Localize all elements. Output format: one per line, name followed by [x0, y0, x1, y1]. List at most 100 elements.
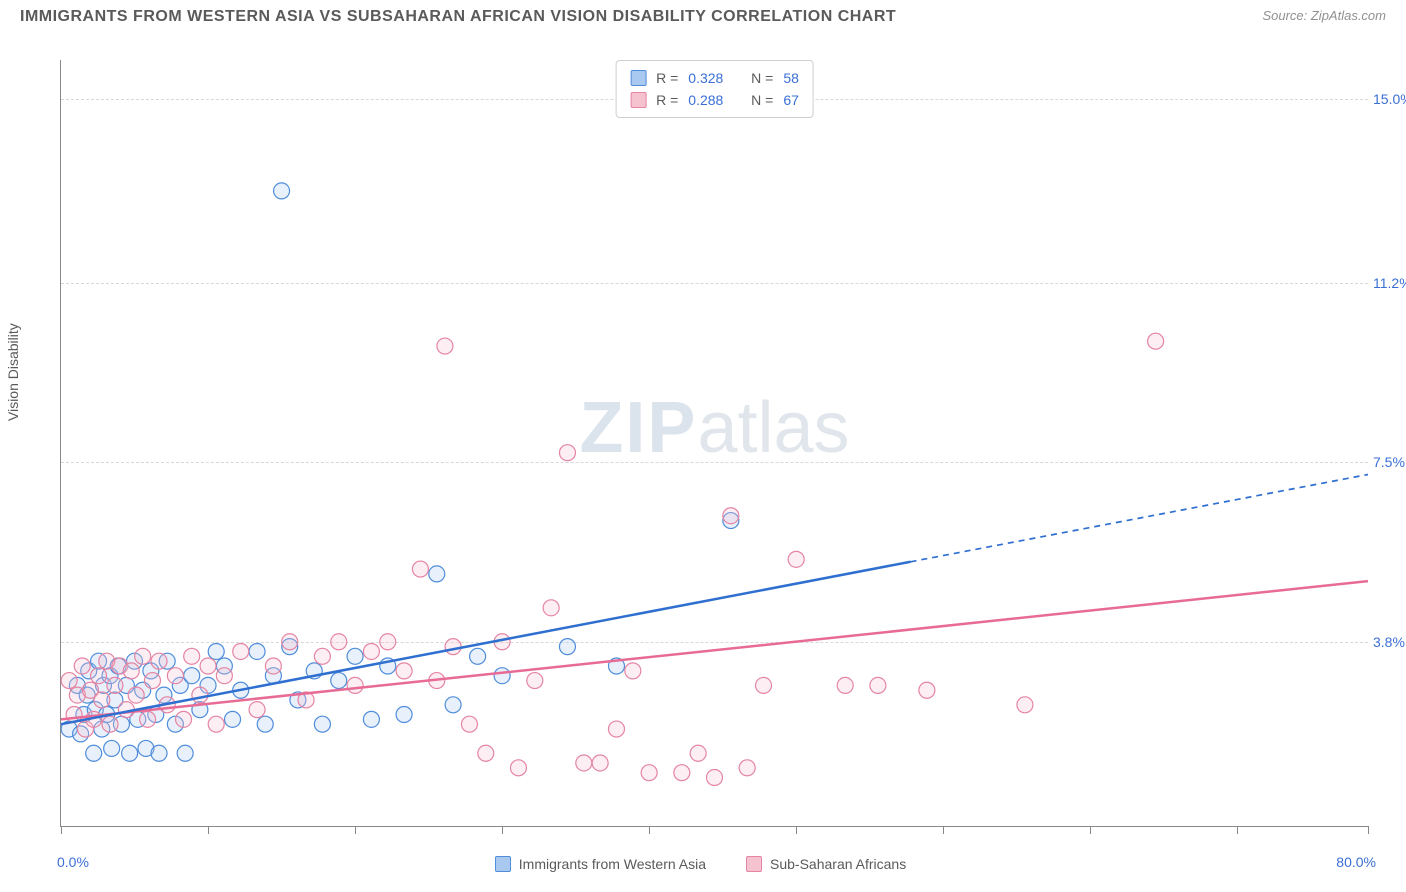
scatter-point-western_asia — [177, 745, 193, 761]
scatter-point-subsaharan — [184, 648, 200, 664]
legend-label-western-asia: Immigrants from Western Asia — [519, 856, 706, 872]
scatter-point-subsaharan — [107, 677, 123, 693]
legend-swatch-western-asia — [630, 70, 646, 86]
source-prefix: Source: — [1262, 8, 1310, 23]
trend-line-dashed-western_asia — [911, 475, 1368, 562]
n-label-1: N = — [751, 67, 773, 89]
scatter-point-subsaharan — [437, 338, 453, 354]
scatter-point-subsaharan — [363, 643, 379, 659]
scatter-point-subsaharan — [123, 663, 139, 679]
scatter-point-subsaharan — [347, 677, 363, 693]
scatter-point-subsaharan — [396, 663, 412, 679]
scatter-point-subsaharan — [576, 755, 592, 771]
source-link[interactable]: ZipAtlas.com — [1311, 8, 1386, 23]
x-tick — [502, 826, 503, 834]
scatter-point-subsaharan — [331, 634, 347, 650]
scatter-point-western_asia — [314, 716, 330, 732]
scatter-point-subsaharan — [690, 745, 706, 761]
scatter-point-subsaharan — [707, 770, 723, 786]
scatter-point-subsaharan — [74, 658, 90, 674]
plot-area: ZIPatlas R = 0.328 N = 58 R = 0.288 N = … — [60, 60, 1368, 827]
source-attribution: Source: ZipAtlas.com — [1262, 8, 1386, 23]
x-tick — [61, 826, 62, 834]
scatter-point-subsaharan — [380, 634, 396, 650]
scatter-point-western_asia — [347, 648, 363, 664]
scatter-point-subsaharan — [167, 668, 183, 684]
scatter-point-subsaharan — [1148, 333, 1164, 349]
correlation-row-1: R = 0.328 N = 58 — [630, 67, 799, 89]
y-tick-label: 15.0% — [1373, 91, 1406, 107]
scatter-point-western_asia — [445, 697, 461, 713]
y-tick-label: 3.8% — [1373, 634, 1406, 650]
scatter-point-subsaharan — [94, 692, 110, 708]
scatter-point-western_asia — [184, 668, 200, 684]
legend-label-subsaharan: Sub-Saharan Africans — [770, 856, 906, 872]
scatter-point-subsaharan — [208, 716, 224, 732]
scatter-point-subsaharan — [102, 716, 118, 732]
scatter-point-western_asia — [274, 183, 290, 199]
scatter-point-subsaharan — [192, 687, 208, 703]
scatter-point-subsaharan — [559, 445, 575, 461]
scatter-point-western_asia — [122, 745, 138, 761]
n-value-1: 58 — [783, 67, 799, 89]
scatter-point-subsaharan — [314, 648, 330, 664]
x-tick — [796, 826, 797, 834]
scatter-point-western_asia — [331, 673, 347, 689]
legend-swatch-western-asia-2 — [495, 856, 511, 872]
scatter-point-subsaharan — [128, 687, 144, 703]
scatter-point-subsaharan — [919, 682, 935, 698]
scatter-point-subsaharan — [461, 716, 477, 732]
chart-container: Vision Disability ZIPatlas R = 0.328 N =… — [15, 40, 1386, 882]
scatter-point-subsaharan — [233, 643, 249, 659]
scatter-svg — [61, 60, 1368, 826]
scatter-point-western_asia — [151, 745, 167, 761]
scatter-point-subsaharan — [216, 668, 232, 684]
x-tick — [1237, 826, 1238, 834]
x-tick — [1090, 826, 1091, 834]
scatter-point-subsaharan — [788, 551, 804, 567]
scatter-point-subsaharan — [176, 711, 192, 727]
scatter-point-western_asia — [363, 711, 379, 727]
scatter-point-subsaharan — [756, 677, 772, 693]
scatter-point-subsaharan — [674, 765, 690, 781]
scatter-point-western_asia — [396, 706, 412, 722]
scatter-point-western_asia — [470, 648, 486, 664]
scatter-point-western_asia — [494, 668, 510, 684]
scatter-point-subsaharan — [592, 755, 608, 771]
scatter-point-subsaharan — [412, 561, 428, 577]
scatter-point-subsaharan — [151, 653, 167, 669]
scatter-point-subsaharan — [61, 673, 77, 689]
scatter-point-subsaharan — [625, 663, 641, 679]
n-value-2: 67 — [783, 89, 799, 111]
scatter-point-subsaharan — [144, 673, 160, 689]
legend-swatch-subsaharan — [630, 92, 646, 108]
legend-swatch-subsaharan-2 — [746, 856, 762, 872]
scatter-point-western_asia — [257, 716, 273, 732]
correlation-legend: R = 0.328 N = 58 R = 0.288 N = 67 — [615, 60, 814, 118]
x-tick — [355, 826, 356, 834]
x-tick — [943, 826, 944, 834]
scatter-point-subsaharan — [200, 658, 216, 674]
scatter-point-subsaharan — [135, 648, 151, 664]
scatter-point-subsaharan — [265, 658, 281, 674]
scatter-point-subsaharan — [445, 639, 461, 655]
y-tick-label: 7.5% — [1373, 454, 1406, 470]
scatter-point-western_asia — [559, 639, 575, 655]
r-label-1: R = — [656, 67, 678, 89]
x-tick — [649, 826, 650, 834]
x-tick — [208, 826, 209, 834]
scatter-point-subsaharan — [543, 600, 559, 616]
x-tick — [1368, 826, 1369, 834]
scatter-point-subsaharan — [91, 668, 107, 684]
scatter-point-subsaharan — [723, 508, 739, 524]
scatter-point-subsaharan — [608, 721, 624, 737]
scatter-point-subsaharan — [1017, 697, 1033, 713]
scatter-point-subsaharan — [510, 760, 526, 776]
y-tick-label: 11.2% — [1373, 275, 1406, 291]
n-label-2: N = — [751, 89, 773, 111]
scatter-point-subsaharan — [739, 760, 755, 776]
scatter-point-western_asia — [429, 566, 445, 582]
scatter-point-subsaharan — [140, 711, 156, 727]
scatter-point-subsaharan — [527, 673, 543, 689]
r-label-2: R = — [656, 89, 678, 111]
